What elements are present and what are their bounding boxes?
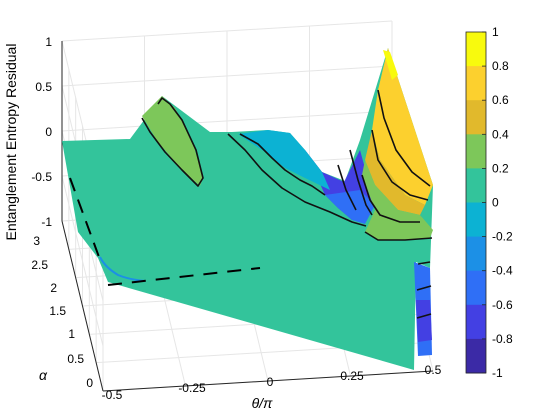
contour-gold <box>371 129 429 201</box>
axis-line <box>61 220 104 392</box>
colorbar-segment <box>466 66 486 101</box>
colorbar-segment <box>466 32 486 67</box>
z-tick-label: 1 <box>45 35 52 49</box>
surface-ridge-gold <box>365 130 425 215</box>
contour-green-mid <box>361 174 420 223</box>
contour-valley-lower <box>227 133 367 227</box>
colorbar-tick-label: -1 <box>492 366 503 380</box>
y-tick-label: 1 <box>68 327 75 341</box>
hidden-edge-left <box>69 177 100 258</box>
surface-ridge-orange <box>372 48 433 205</box>
grid-back-z <box>61 20 393 42</box>
colorbar: 1 0.8 0.6 0.4 0.2 0 -0.2 -0.4 -0.6 -0.8 -1 <box>465 25 513 380</box>
colorbar-tick-label: -0.4 <box>492 264 513 278</box>
surface-edge-rim <box>99 256 146 282</box>
colorbar-tick-label: 0.8 <box>492 59 509 73</box>
surface-ridge-yellow <box>383 50 398 80</box>
z-tick-label: 0 <box>45 125 52 139</box>
grid-left-z <box>61 175 104 347</box>
colorbar-tick-label: 0.2 <box>492 161 509 175</box>
contour-drop-2 <box>416 285 432 291</box>
contour-drop-3 <box>416 313 432 319</box>
contour-valley-upper <box>239 133 326 196</box>
z-axis-label: Entanglement Entropy Residual <box>3 44 19 241</box>
y-tick-label: 3 <box>33 234 40 248</box>
surface-valley-edge <box>325 190 375 224</box>
z-tick-label: 0.5 <box>35 80 52 94</box>
surface-shallow-valley <box>238 130 330 190</box>
colorbar-tick-label: -0.2 <box>492 230 513 244</box>
hidden-edge-front <box>107 267 261 286</box>
contour-orange <box>377 89 431 187</box>
y-tick-label: 1.5 <box>49 304 66 318</box>
y-axis-label: α <box>39 367 48 383</box>
x-tick-label: -0.5 <box>102 388 123 402</box>
y-tick-label: 0 <box>86 376 93 390</box>
y-tick-label: 2 <box>50 281 57 295</box>
contour-green-front <box>364 231 433 241</box>
surface-left-peak <box>142 96 203 186</box>
colorbar-segment <box>466 168 486 203</box>
z-tick-label: -0.5 <box>31 170 52 184</box>
colorbar-tick-label: 1 <box>492 25 499 39</box>
surface-plot <box>62 48 433 370</box>
colorbar-segment <box>466 338 486 374</box>
colorbar-segment <box>466 304 486 340</box>
contour-deep-1 <box>349 149 373 216</box>
axis-line <box>102 370 434 392</box>
colorbar-tick-label: -0.8 <box>492 332 513 346</box>
y-tick-label: 0.5 <box>67 352 84 366</box>
grid-back-z <box>61 110 393 132</box>
axis-ticks: 10.50-0.5-100.511.522.53-0.5 -0.25 0 0.25 0.… <box>31 35 441 402</box>
x-tick-label: 0 <box>267 375 274 389</box>
x-tick-label: 0.5 <box>425 363 442 377</box>
colorbar-segment <box>466 134 486 169</box>
colorbar-tick-label: -0.6 <box>492 298 513 312</box>
colorbar-segment <box>466 100 486 135</box>
colorbar-segment <box>466 236 486 272</box>
colorbar-tick-label: 0 <box>492 196 499 210</box>
x-tick-label: 0.25 <box>340 369 364 383</box>
colorbar-segment <box>466 202 486 238</box>
contour-drop-1 <box>417 261 431 265</box>
surface-ridge-green <box>362 160 433 240</box>
contour-deep-2 <box>337 164 357 211</box>
grid-back-z <box>61 65 393 87</box>
x-axis-label: θ/π <box>252 395 273 411</box>
contour-left-peak <box>141 97 204 187</box>
colorbar-tick-label: 0.4 <box>492 127 509 141</box>
colorbar-tick-label: 0.6 <box>492 93 509 107</box>
x-tick-label: -0.25 <box>178 381 206 395</box>
colorbar-segment <box>466 270 486 306</box>
surface-front-drop-deep <box>416 300 432 342</box>
y-tick-label: 2.5 <box>31 258 48 272</box>
z-tick-label: -1 <box>41 215 52 229</box>
